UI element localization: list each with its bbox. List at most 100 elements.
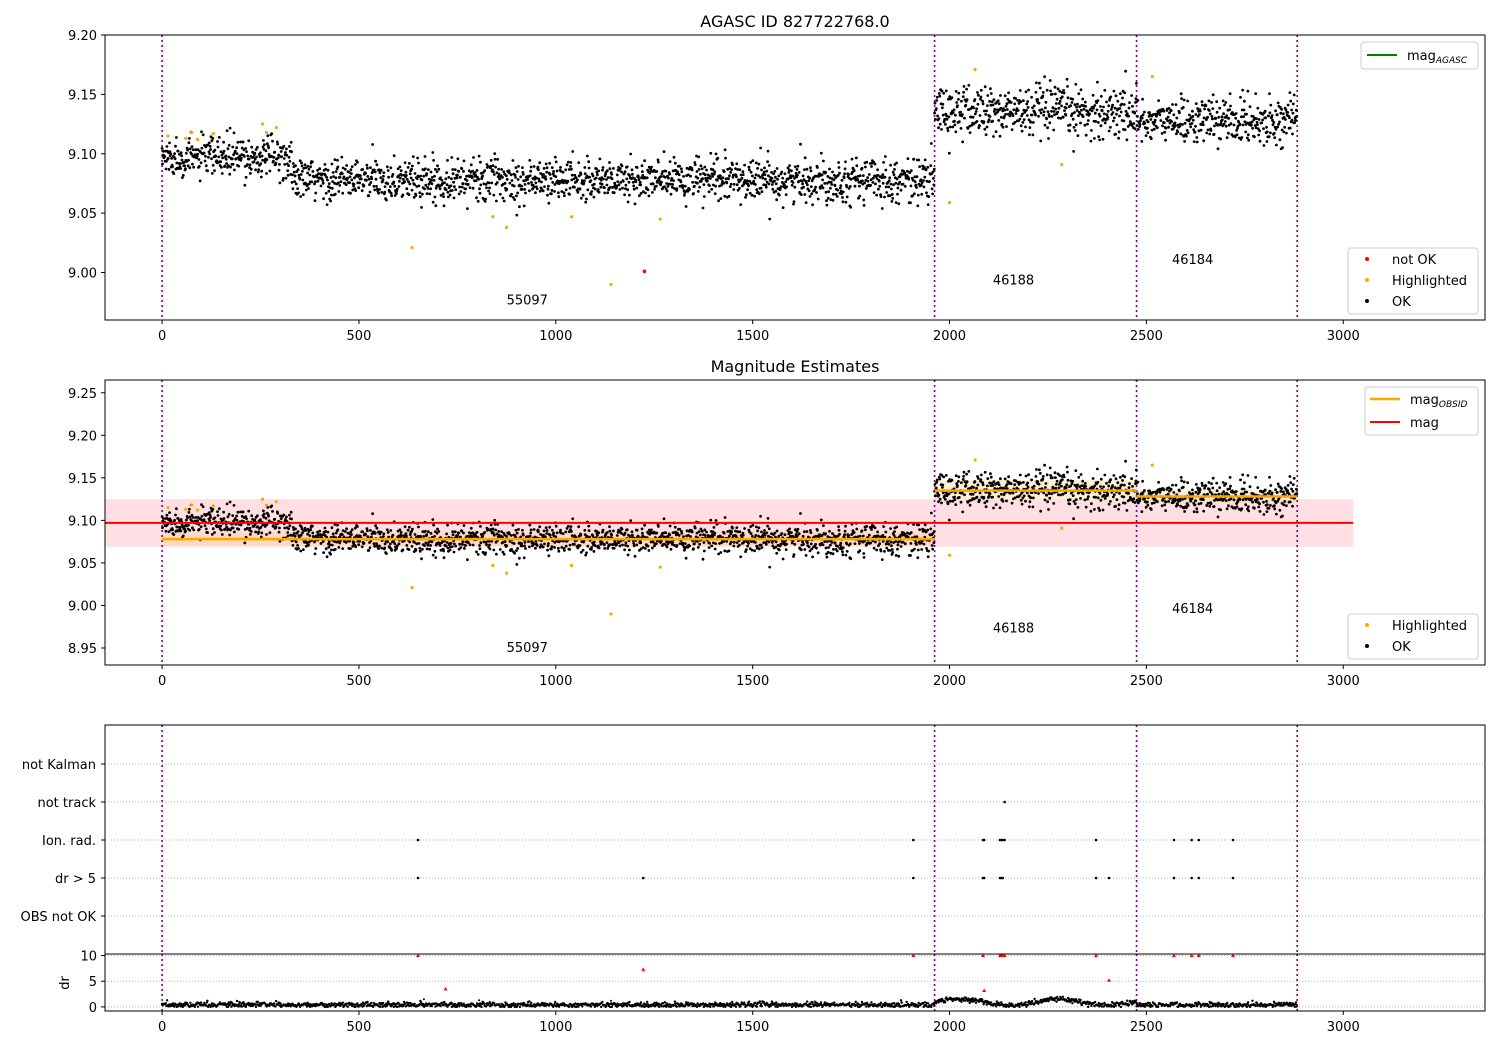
ok-point bbox=[1054, 476, 1057, 479]
ok-point bbox=[1025, 491, 1029, 495]
ok-point bbox=[493, 152, 497, 156]
ok-point bbox=[959, 110, 962, 114]
ok-point bbox=[454, 188, 458, 192]
ok-point bbox=[1265, 125, 1268, 129]
ok-point bbox=[210, 139, 214, 143]
ok-point bbox=[983, 85, 987, 89]
ok-point bbox=[553, 546, 556, 549]
ok-point bbox=[304, 188, 308, 192]
ok-point bbox=[1081, 115, 1085, 118]
ok-point bbox=[885, 191, 889, 194]
ok-point bbox=[512, 542, 516, 545]
ok-point bbox=[554, 175, 558, 179]
ok-point bbox=[1150, 128, 1154, 132]
ok-point bbox=[508, 171, 511, 175]
ok-point bbox=[993, 107, 997, 111]
ok-point bbox=[537, 530, 540, 534]
ok-point bbox=[593, 187, 597, 191]
ok-point bbox=[796, 527, 800, 531]
ok-point bbox=[986, 120, 990, 124]
ok-point bbox=[451, 172, 455, 176]
ok-point bbox=[412, 195, 416, 199]
ok-point bbox=[479, 171, 483, 175]
ok-point bbox=[962, 90, 965, 94]
highlighted-point bbox=[195, 137, 200, 142]
ok-point bbox=[288, 145, 291, 148]
ok-point bbox=[1039, 139, 1043, 143]
ok-point bbox=[1178, 111, 1181, 115]
ok-point bbox=[1086, 495, 1090, 498]
ok-point bbox=[820, 184, 824, 188]
ok-point bbox=[894, 181, 898, 185]
ok-point bbox=[947, 115, 951, 119]
ok-point bbox=[677, 173, 681, 177]
ok-point bbox=[485, 186, 488, 190]
ok-point bbox=[956, 104, 959, 107]
ok-point bbox=[426, 187, 430, 190]
plot-frame bbox=[104, 34, 1486, 321]
ok-point bbox=[1140, 116, 1144, 120]
ok-point bbox=[338, 176, 342, 179]
ok-point bbox=[989, 472, 992, 476]
ok-point bbox=[445, 541, 449, 544]
ok-point bbox=[345, 164, 348, 167]
ok-point bbox=[796, 173, 799, 177]
ok-point bbox=[240, 146, 244, 150]
ok-point bbox=[356, 160, 359, 164]
ok-point bbox=[564, 544, 568, 548]
ok-point bbox=[173, 152, 177, 156]
ok-point bbox=[382, 535, 385, 538]
ok-point bbox=[793, 542, 797, 546]
ok-point bbox=[246, 163, 249, 166]
ok-point bbox=[736, 168, 740, 171]
ok-point bbox=[553, 183, 557, 186]
ok-point bbox=[691, 180, 694, 184]
ok-point bbox=[872, 191, 876, 195]
ok-point bbox=[312, 175, 316, 179]
ok-point bbox=[664, 169, 668, 173]
ok-point bbox=[789, 174, 792, 178]
ok-point bbox=[518, 205, 521, 209]
ok-point bbox=[577, 525, 581, 529]
ok-point bbox=[252, 155, 255, 159]
ok-point bbox=[1096, 467, 1099, 471]
ok-point bbox=[1123, 91, 1127, 95]
ok-point bbox=[1009, 101, 1013, 104]
ok-point bbox=[288, 159, 292, 163]
ok-point bbox=[393, 542, 397, 545]
ok-point bbox=[828, 176, 832, 180]
ok-point bbox=[947, 97, 950, 101]
ok-point bbox=[756, 529, 759, 533]
ok-point bbox=[1130, 124, 1134, 127]
ok-point bbox=[493, 157, 497, 161]
legend-label-highlighted: Highlighted bbox=[1392, 274, 1467, 289]
ok-point bbox=[1211, 93, 1215, 97]
ok-point bbox=[1170, 120, 1173, 123]
ok-point bbox=[553, 155, 557, 159]
ok-point bbox=[643, 523, 646, 527]
ok-point bbox=[988, 481, 991, 485]
ok-point bbox=[436, 527, 439, 531]
ok-point bbox=[262, 147, 266, 151]
ok-point bbox=[981, 483, 985, 487]
ok-point bbox=[876, 173, 880, 177]
ok-point bbox=[894, 540, 898, 543]
ok-point bbox=[1021, 121, 1025, 124]
ok-point bbox=[765, 169, 769, 173]
ok-point bbox=[348, 535, 352, 539]
ok-point bbox=[430, 176, 434, 179]
ok-point bbox=[1043, 75, 1046, 79]
ok-point bbox=[239, 510, 242, 514]
ok-point bbox=[703, 165, 707, 169]
ok-point bbox=[1131, 485, 1134, 488]
ok-point bbox=[425, 533, 429, 537]
ok-point bbox=[375, 542, 378, 546]
ok-point bbox=[490, 539, 494, 543]
ok-point bbox=[1162, 109, 1166, 113]
ok-point bbox=[411, 527, 414, 531]
ok-point bbox=[1208, 112, 1212, 116]
ok-point bbox=[869, 183, 872, 187]
ok-point bbox=[713, 531, 717, 535]
ok-point bbox=[537, 168, 540, 172]
ok-point bbox=[1172, 113, 1176, 117]
